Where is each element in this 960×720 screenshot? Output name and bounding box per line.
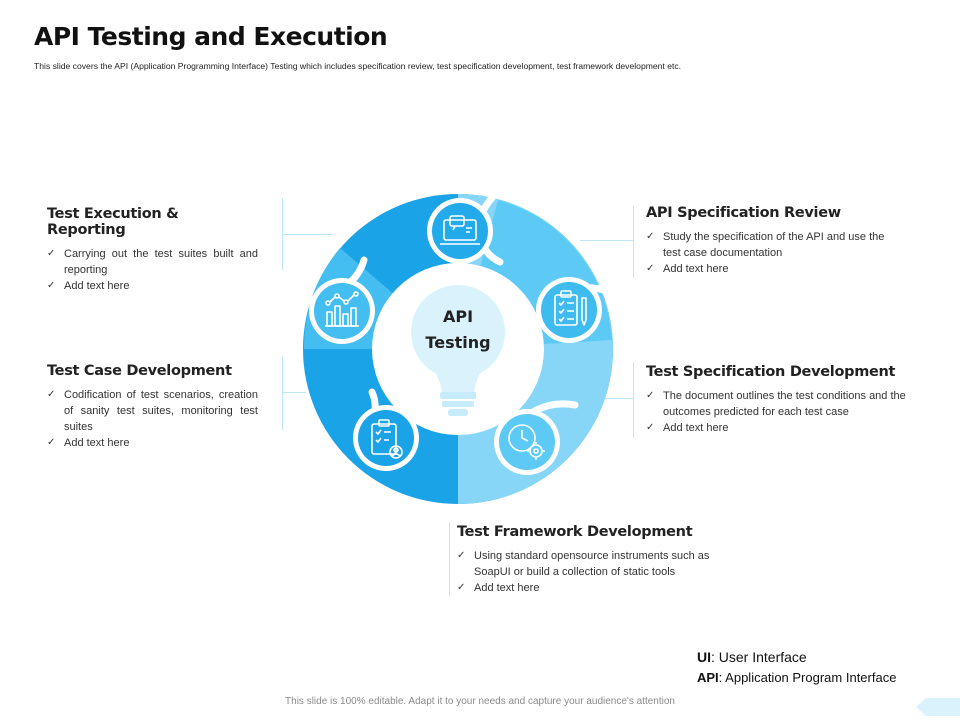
bullet-item: ✓ Add text here: [646, 422, 729, 434]
step-heading: API Specification Review: [646, 205, 841, 221]
step-test-framework-development: Test Framework Development ✓ Using standa…: [457, 524, 743, 596]
step-test-case-development: Test Case Development ✓ Codification of t…: [47, 363, 258, 451]
step-heading: Test Case Development: [47, 363, 232, 379]
page-title: API Testing and Execution: [34, 22, 388, 51]
check-icon: ✓: [47, 280, 56, 291]
clipboard-user-icon: [353, 405, 419, 471]
laptop-chat-icon: [427, 198, 493, 264]
connector-line: [580, 240, 633, 241]
step-heading: Test Framework Development: [457, 524, 693, 540]
connector-line: [600, 398, 633, 399]
center-label-line2: Testing: [425, 333, 491, 352]
connector-line: [449, 522, 450, 596]
check-icon: ✓: [457, 550, 466, 561]
check-icon: ✓: [646, 422, 655, 433]
page-subtitle: This slide covers the API (Application P…: [34, 61, 682, 71]
connector-line: [282, 356, 283, 430]
bullet-item: ✓ Codification of test scenarios, creatio…: [47, 389, 258, 433]
bullet-item: ✓ Add text here: [646, 263, 729, 275]
checklist-pencil-icon: [536, 277, 602, 343]
connector-line: [633, 206, 634, 278]
footer-note: This slide is 100% editable. Adapt it to…: [285, 696, 675, 707]
step-test-execution-reporting: Test Execution & Reporting ✓ Carrying out…: [47, 206, 258, 294]
bullet-item: ✓ Carrying out the test suites built and …: [47, 248, 258, 276]
lightbulb-icon: [411, 285, 505, 416]
abbreviation-ui: UI: User Interface: [697, 649, 807, 665]
connector-line: [282, 234, 332, 235]
check-icon: ✓: [457, 582, 466, 593]
check-icon: ✓: [47, 248, 56, 259]
check-icon: ✓: [47, 437, 56, 448]
bullet-item: ✓ Study the specification of the API and …: [646, 231, 885, 259]
bullet-item: ✓ Add text here: [47, 280, 130, 292]
abbreviation-api: API: Application Program Interface: [697, 670, 897, 685]
chart-icon: [309, 278, 375, 344]
check-icon: ✓: [47, 389, 56, 400]
connector-line: [633, 362, 634, 438]
check-icon: ✓: [646, 263, 655, 274]
bullet-item: ✓ Add text here: [457, 582, 540, 594]
check-icon: ✓: [646, 390, 655, 401]
check-icon: ✓: [646, 231, 655, 242]
center-label-line1: API: [442, 307, 474, 326]
corner-tab-decoration: [916, 698, 960, 716]
clock-gear-icon: [494, 409, 560, 475]
bullet-item: ✓ The document outlines the test conditio…: [646, 390, 906, 418]
step-heading: Test Specification Development: [646, 364, 896, 380]
step-test-specification-development: Test Specification Development ✓ The docu…: [646, 364, 926, 436]
connector-line: [282, 392, 306, 393]
bullet-item: ✓ Add text here: [47, 437, 130, 449]
step-heading: Test Execution & Reporting: [47, 206, 179, 238]
step-api-specification-review: API Specification Review ✓ Study the spec…: [646, 205, 886, 277]
bullet-item: ✓ Using standard opensource instruments s…: [457, 550, 710, 578]
